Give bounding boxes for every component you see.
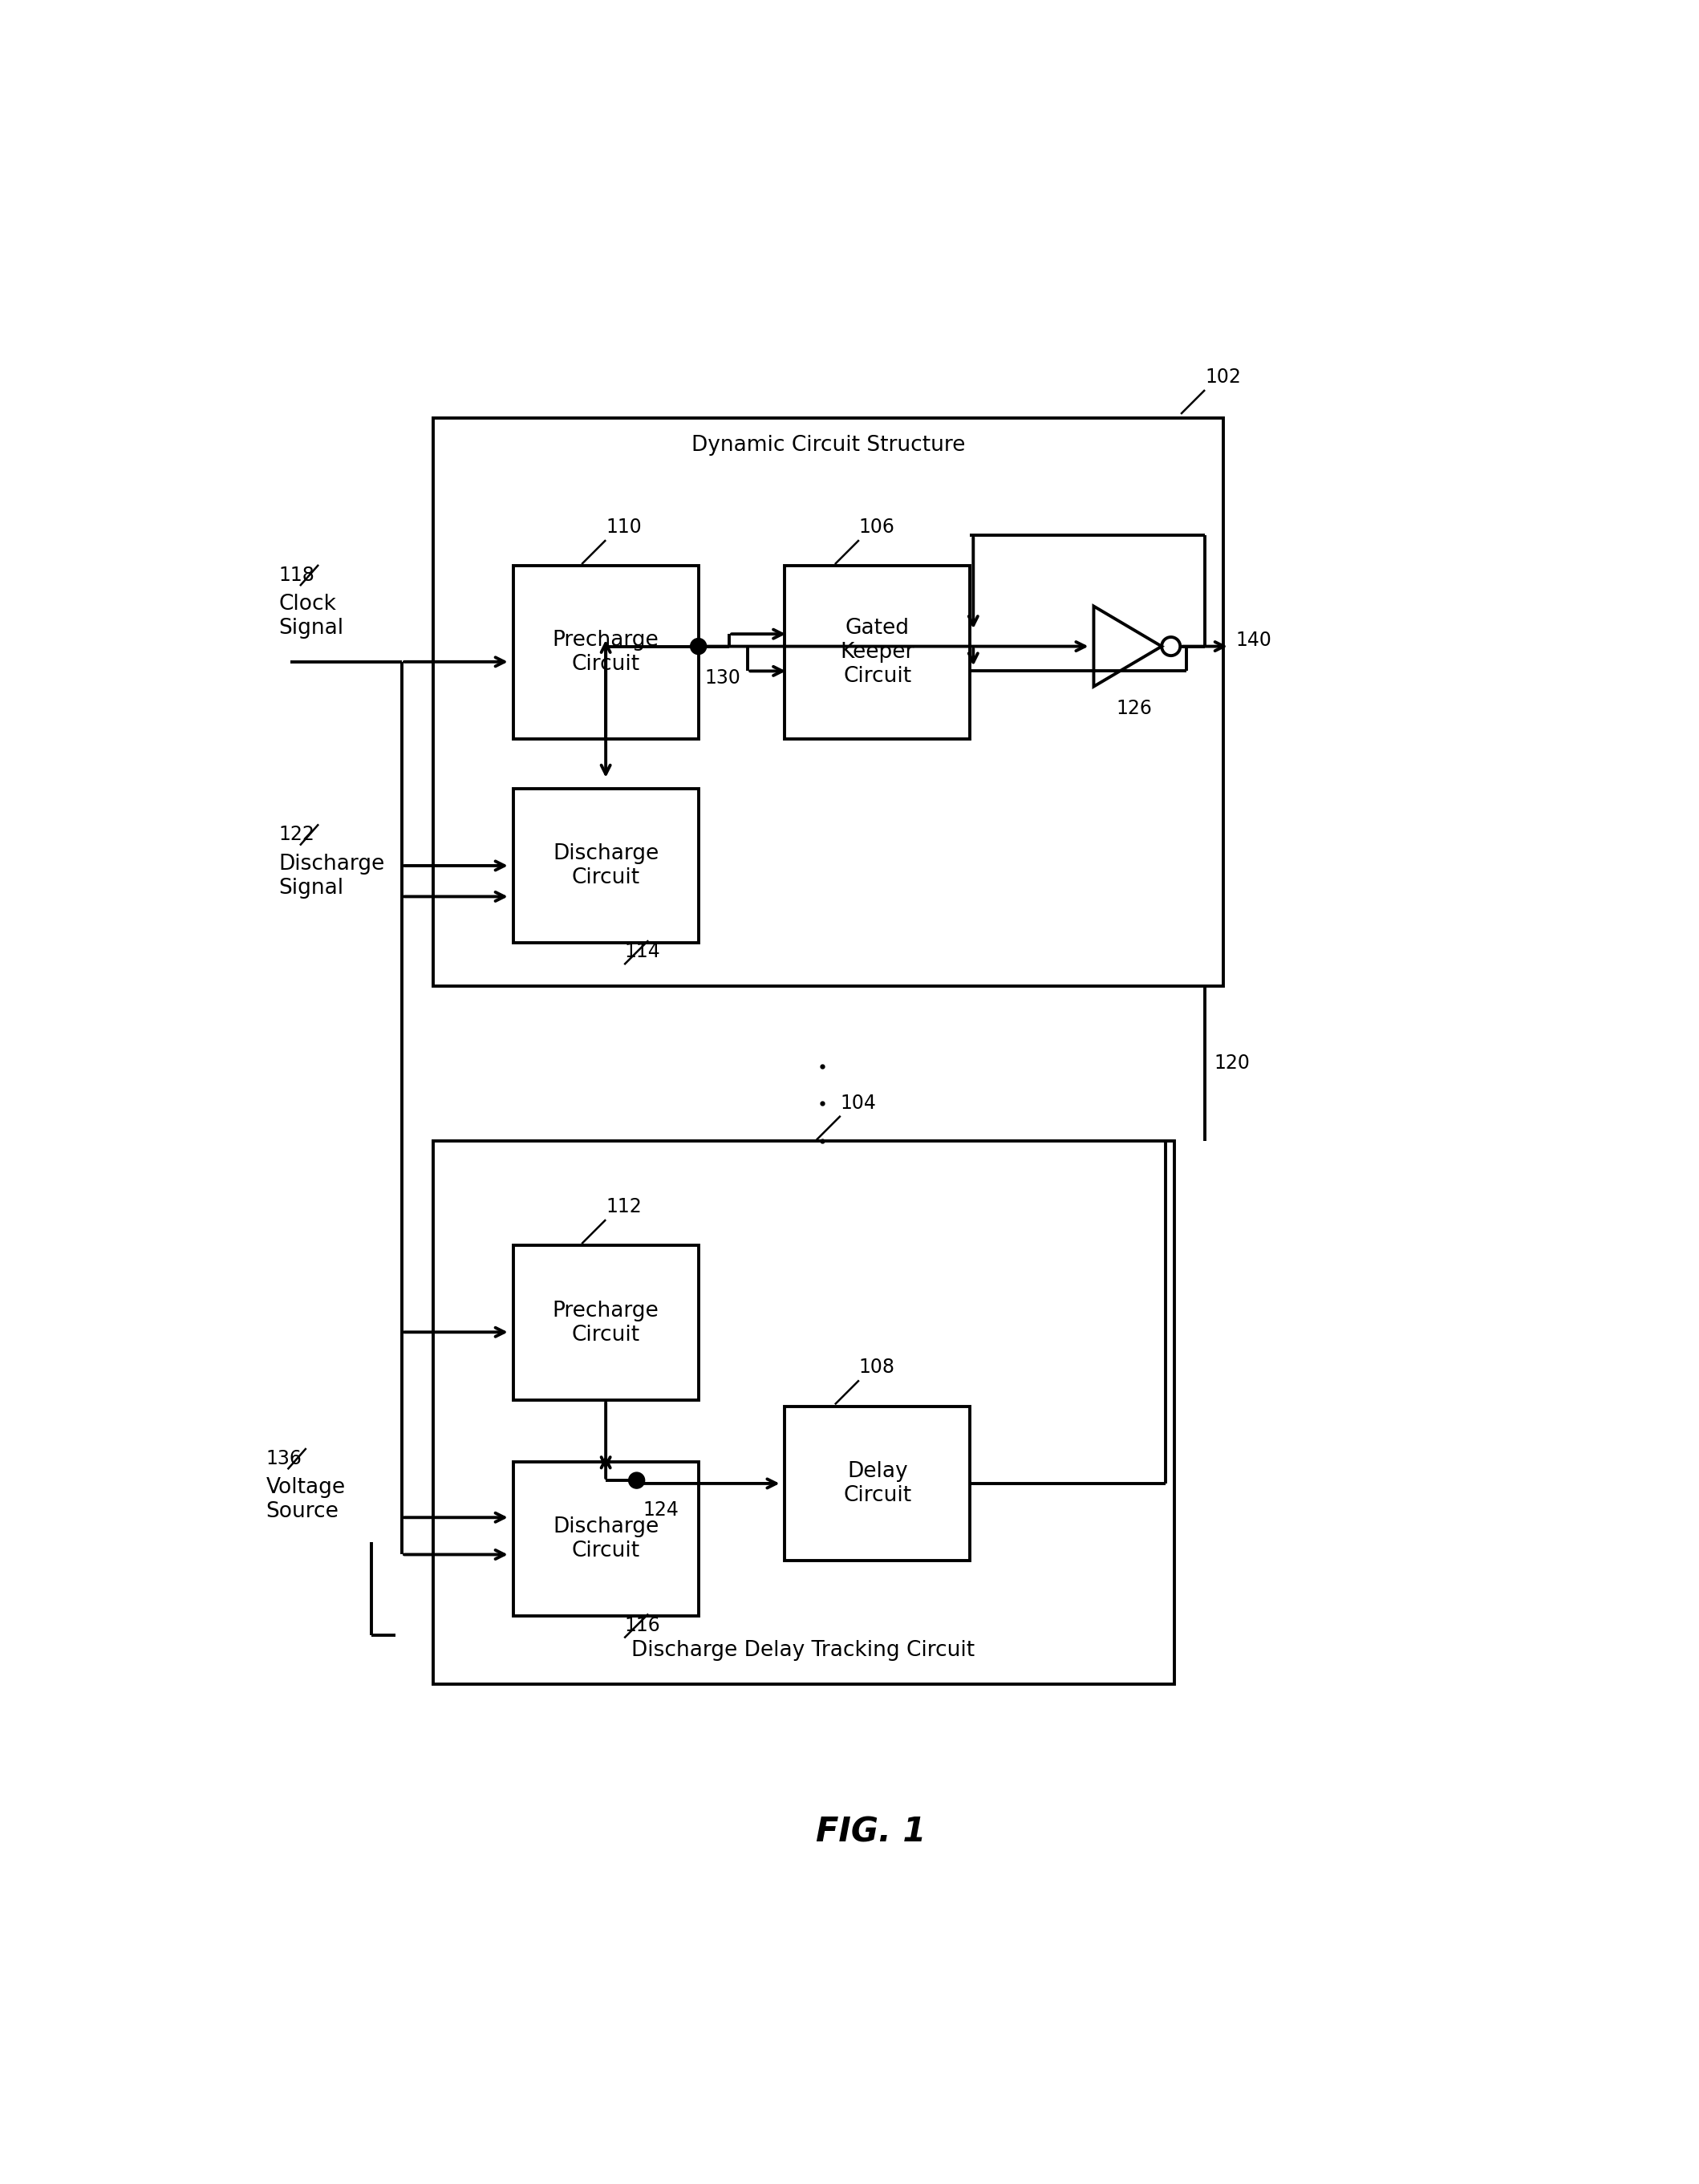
Text: 118: 118 [279,566,314,585]
Text: Discharge
Circuit: Discharge Circuit [552,1516,659,1562]
Bar [513,1245,698,1400]
Text: 124: 124 [642,1500,680,1520]
Bar [513,788,698,943]
Text: Gated
Keeper
Circuit: Gated Keeper Circuit [841,618,914,688]
Bar [785,566,970,738]
Bar [433,417,1223,987]
Text: Precharge
Circuit: Precharge Circuit [552,1299,659,1345]
Text: Voltage
Source: Voltage Source [267,1476,345,1522]
Text: Discharge
Circuit: Discharge Circuit [552,843,659,889]
Text: 106: 106 [860,518,895,537]
Text: 140: 140 [1235,631,1273,651]
Bar [513,566,698,738]
Text: 136: 136 [267,1448,302,1468]
Bar [785,1406,970,1562]
Text: Delay
Circuit: Delay Circuit [843,1461,912,1507]
Text: Clock
Signal: Clock Signal [279,594,343,638]
Text: Dynamic Circuit Structure: Dynamic Circuit Structure [691,435,965,456]
Text: 104: 104 [841,1094,877,1114]
Text: Precharge
Circuit: Precharge Circuit [552,629,659,675]
Text: FIG. 1: FIG. 1 [816,1815,926,1850]
Text: 110: 110 [607,518,642,537]
Circle shape [690,638,707,655]
Text: 122: 122 [279,826,314,843]
Circle shape [629,1472,644,1489]
Text: 112: 112 [607,1197,642,1216]
Text: 120: 120 [1215,1053,1250,1072]
Text: 130: 130 [705,668,741,688]
Text: 108: 108 [860,1358,895,1378]
Text: Discharge Delay Tracking Circuit: Discharge Delay Tracking Circuit [632,1640,975,1660]
Text: Discharge
Signal: Discharge Signal [279,854,384,898]
Bar [433,1140,1174,1684]
Text: 126: 126 [1116,699,1152,719]
Bar [513,1461,698,1616]
Text: 116: 116 [624,1616,661,1636]
Text: 114: 114 [624,941,661,961]
Text: 102: 102 [1205,367,1240,387]
